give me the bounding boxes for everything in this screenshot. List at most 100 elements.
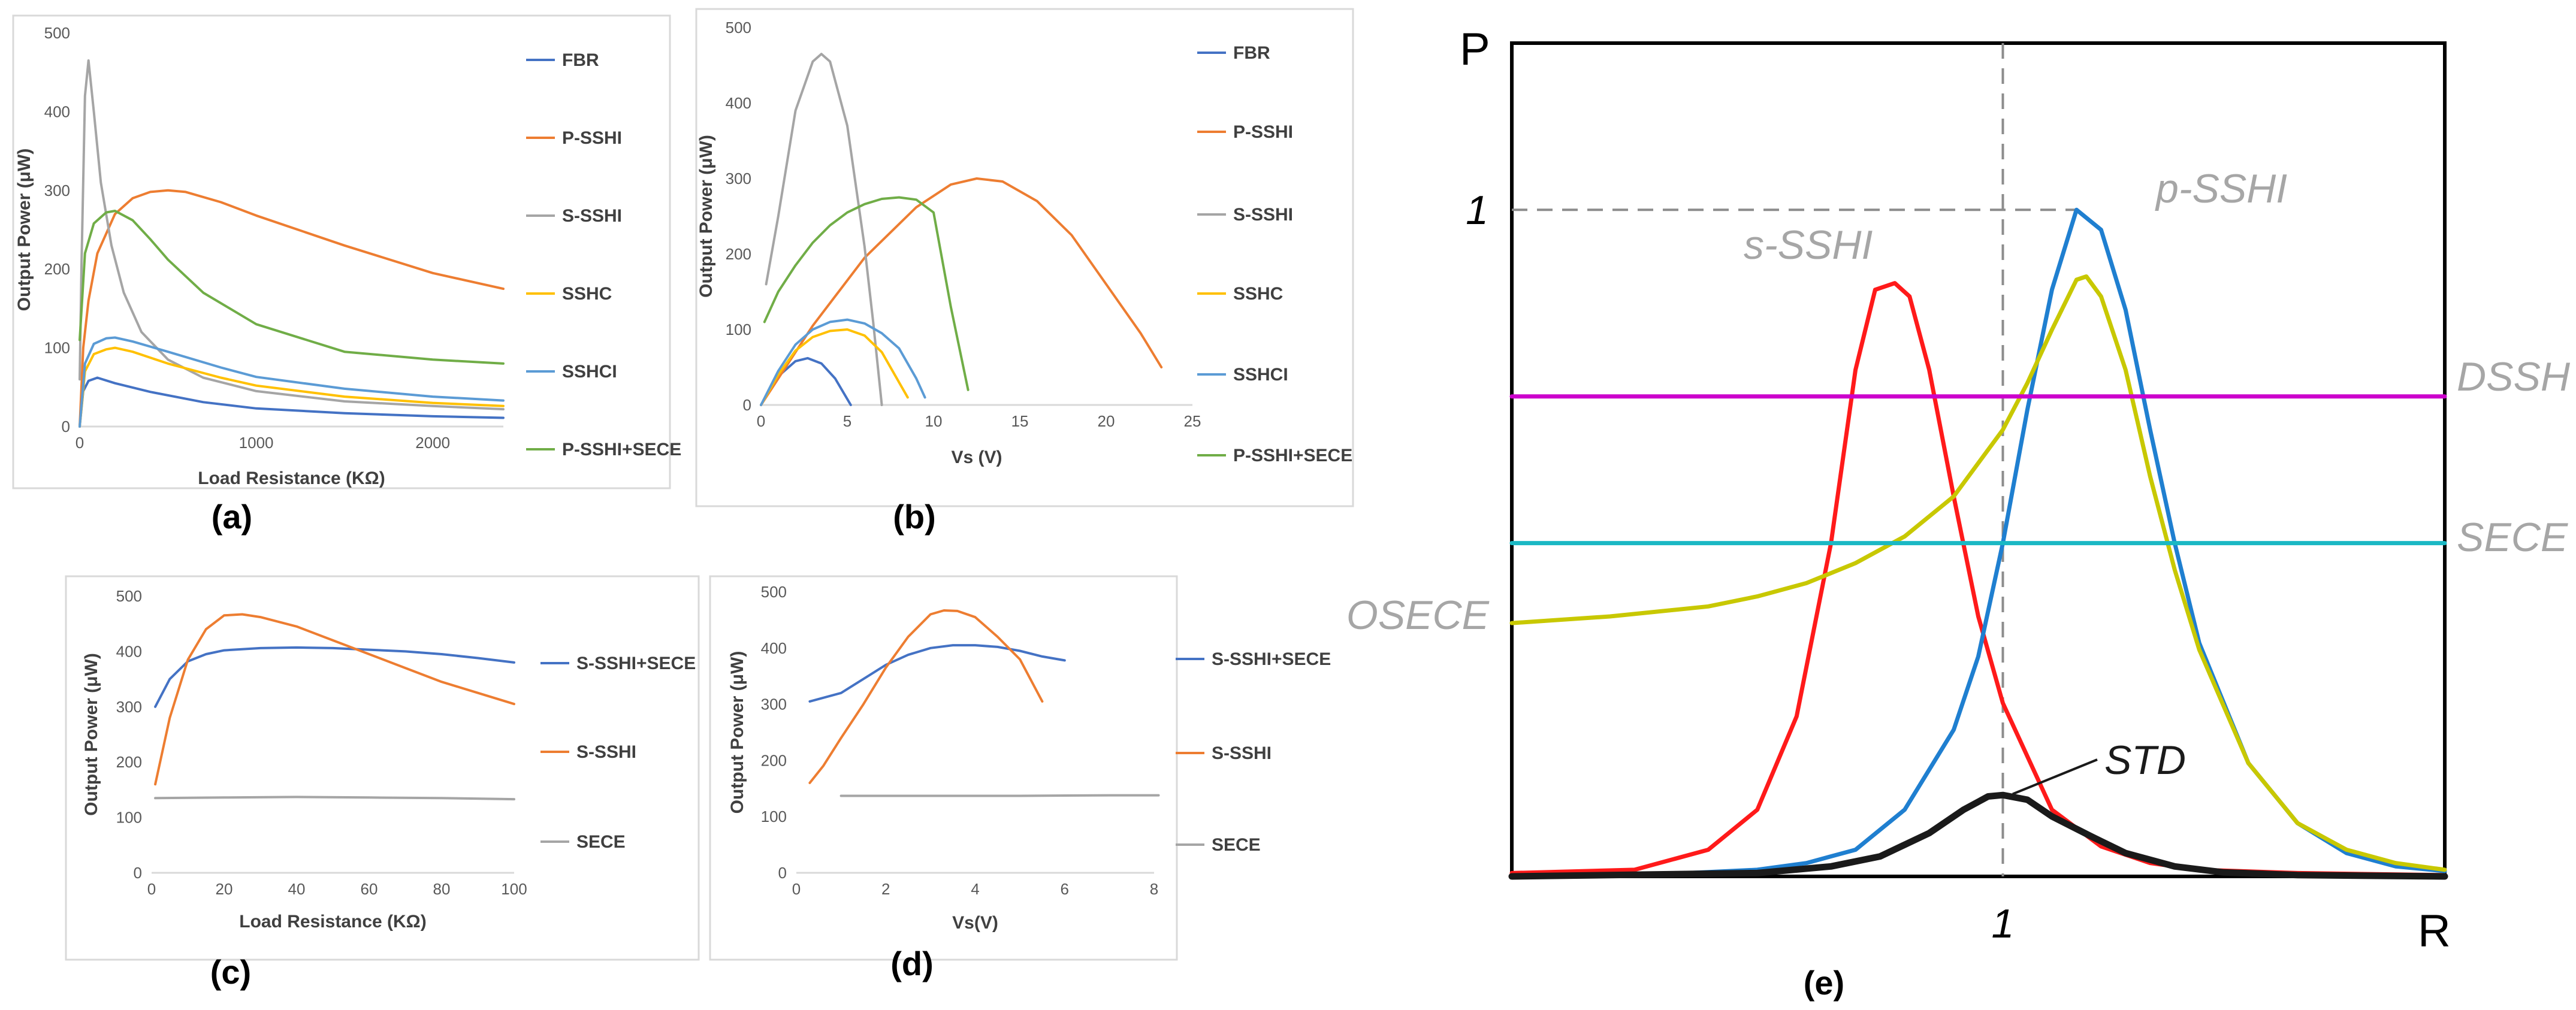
x-tick-label: 0 bbox=[76, 434, 84, 452]
x-tick-label: 1 bbox=[1992, 901, 2015, 947]
series-line-sshci bbox=[760, 318, 926, 406]
y-tick-label: 300 bbox=[44, 182, 70, 199]
chart-panel-5: s-SSHI p-SSHI OSECE DSSH SECE STD P R 1 1 (e) bbox=[1346, 24, 2571, 1002]
panel-label: (a) bbox=[212, 498, 252, 536]
legend-label: S-SSHI bbox=[1212, 743, 1272, 763]
legend-label: SSHCI bbox=[1233, 365, 1288, 385]
legend-label: S-SSHI+SECE bbox=[1212, 649, 1331, 669]
panel-frame bbox=[709, 575, 1178, 961]
series-line-p-sshi bbox=[78, 189, 505, 428]
series-line-sece bbox=[154, 796, 515, 801]
y-tick-label: 500 bbox=[44, 24, 70, 42]
x-tick-label: 4 bbox=[971, 880, 979, 898]
y-axis-title: Output Power (μW) bbox=[696, 135, 716, 298]
legend-label: P-SSHI bbox=[562, 128, 622, 148]
legend-label: FBR bbox=[562, 50, 599, 70]
y-tick-label: 400 bbox=[116, 642, 142, 660]
panel-label: (e) bbox=[1804, 964, 1844, 1002]
series-line-std bbox=[1508, 791, 2448, 880]
legend-label: SECE bbox=[1212, 835, 1261, 855]
panel-frame bbox=[12, 14, 671, 489]
legend-label: S-SSHI bbox=[576, 742, 636, 762]
y-axis-title: Output Power (μW) bbox=[727, 651, 747, 814]
legend-label: P-SSHI+SECE bbox=[1233, 446, 1352, 465]
x-tick-label: 0 bbox=[147, 880, 156, 898]
series-line-sshc bbox=[760, 328, 909, 406]
panel-label: (d) bbox=[890, 945, 934, 982]
x-tick-label: 10 bbox=[925, 412, 943, 430]
x-tick-label: 6 bbox=[1061, 880, 1069, 898]
y-tick-label: 0 bbox=[778, 864, 787, 882]
y-axis-title: P bbox=[1460, 24, 1490, 75]
std-pointer-line bbox=[2012, 758, 2098, 796]
y-tick-label: 100 bbox=[726, 320, 751, 338]
series-line-sshc bbox=[78, 346, 505, 428]
y-tick-label: 100 bbox=[44, 339, 70, 357]
y-tick-label: 500 bbox=[726, 19, 751, 37]
y-tick-label: 200 bbox=[116, 753, 142, 771]
y-tick-label: 400 bbox=[726, 94, 751, 112]
series-line-s-sshi bbox=[154, 613, 515, 786]
y-tick-label: 100 bbox=[116, 809, 142, 827]
x-tick-label: 0 bbox=[792, 880, 801, 898]
panel-label: (b) bbox=[893, 498, 936, 536]
x-tick-label: 20 bbox=[1098, 412, 1115, 430]
series-line-s-sshi bbox=[765, 53, 883, 406]
chart-panel-3: 0 20 40 60 80 100 0 100 200 300 400 500 Load Resista… bbox=[65, 575, 700, 991]
series-line-s-sshi-sece bbox=[808, 644, 1066, 703]
panel-label: (c) bbox=[210, 953, 251, 991]
panel-frame bbox=[695, 8, 1354, 507]
series-annotation: p-SSHI bbox=[2155, 166, 2287, 211]
y-tick-label: 300 bbox=[116, 698, 142, 716]
y-axis-title: Output Power (μW) bbox=[81, 653, 101, 816]
series-line-osece bbox=[1509, 274, 2447, 872]
x-tick-label: 80 bbox=[433, 880, 451, 898]
series-annotation: DSSH bbox=[2457, 354, 2571, 400]
x-tick-label: 25 bbox=[1184, 412, 1201, 430]
legend-label: SECE bbox=[576, 832, 626, 852]
x-tick-label: 20 bbox=[216, 880, 233, 898]
legend-label: SSHC bbox=[1233, 284, 1283, 304]
series-line-fbr bbox=[78, 376, 505, 428]
legend-label: S-SSHI+SECE bbox=[576, 654, 696, 673]
series-line-p-sshi bbox=[760, 177, 1163, 406]
chart-panel-2: 0 5 10 15 20 25 0 100 200 300 400 500 Vs (V) Output P… bbox=[695, 8, 1354, 536]
legend-label: SSHC bbox=[562, 284, 612, 304]
x-tick-label: 0 bbox=[757, 412, 765, 430]
y-tick-label: 200 bbox=[726, 245, 751, 263]
chart-panel-1: 0 1000 2000 0 100 200 300 400 500 Load Resistance… bbox=[12, 14, 681, 536]
series-line-s-sshi bbox=[808, 609, 1044, 784]
x-tick-label: 40 bbox=[288, 880, 306, 898]
y-tick-label: 0 bbox=[743, 396, 751, 414]
legend-label: P-SSHI bbox=[1233, 122, 1293, 142]
y-tick-label: 1 bbox=[1466, 188, 1488, 233]
series-line-sshci bbox=[78, 336, 505, 428]
y-tick-label: 300 bbox=[761, 695, 787, 713]
y-tick-label: 500 bbox=[116, 587, 142, 605]
series-line-s-sshi bbox=[78, 59, 505, 411]
y-tick-label: 300 bbox=[726, 170, 751, 188]
x-tick-label: 100 bbox=[501, 880, 527, 898]
series-annotation: SECE bbox=[2457, 515, 2568, 560]
x-tick-label: 8 bbox=[1150, 880, 1158, 898]
legend-label: SSHCI bbox=[562, 362, 617, 382]
y-tick-label: 400 bbox=[761, 639, 787, 657]
chart-panel-4: 0 2 4 6 8 0 100 200 300 400 500 Vs(V) Output Power (… bbox=[709, 575, 1331, 982]
y-tick-label: 100 bbox=[761, 808, 787, 825]
x-tick-label: 5 bbox=[843, 412, 851, 430]
x-axis-title: Vs(V) bbox=[952, 913, 998, 933]
legend-label: S-SSHI bbox=[1233, 205, 1293, 225]
y-axis-title: Output Power (μW) bbox=[14, 149, 34, 312]
x-tick-label: 2000 bbox=[415, 434, 450, 452]
x-tick-label: 60 bbox=[361, 880, 378, 898]
x-tick-label: 15 bbox=[1011, 412, 1029, 430]
panel-frame bbox=[65, 575, 700, 961]
y-tick-label: 0 bbox=[134, 864, 142, 882]
legend-label: S-SSHI bbox=[562, 206, 622, 226]
x-tick-label: 2 bbox=[881, 880, 890, 898]
y-tick-label: 200 bbox=[761, 751, 787, 769]
y-tick-label: 400 bbox=[44, 102, 70, 120]
y-tick-label: 200 bbox=[44, 260, 70, 278]
legend-label: P-SSHI+SECE bbox=[562, 440, 681, 459]
